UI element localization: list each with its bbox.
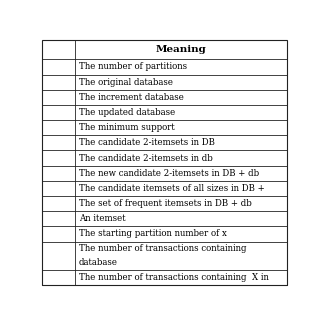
Text: The minimum support: The minimum support — [79, 123, 175, 132]
Text: The candidate itemsets of all sizes in DB +: The candidate itemsets of all sizes in D… — [79, 184, 265, 193]
Text: The new candidate 2-itemsets in DB + db: The new candidate 2-itemsets in DB + db — [79, 169, 259, 178]
Text: The number of partitions: The number of partitions — [79, 62, 187, 71]
Text: The original database: The original database — [79, 78, 173, 87]
Text: Meaning: Meaning — [156, 45, 206, 54]
Text: The number of transactions containing  X in: The number of transactions containing X … — [79, 273, 269, 282]
Text: The updated database: The updated database — [79, 108, 175, 117]
Text: The number of transactions containing: The number of transactions containing — [79, 244, 247, 253]
Text: The starting partition number of x: The starting partition number of x — [79, 229, 227, 238]
Text: An itemset: An itemset — [79, 214, 126, 223]
Text: The candidate 2-itemsets in DB: The candidate 2-itemsets in DB — [79, 138, 215, 148]
Text: The candidate 2-itemsets in db: The candidate 2-itemsets in db — [79, 154, 213, 163]
Text: database: database — [79, 258, 118, 268]
Text: The set of frequent itemsets in DB + db: The set of frequent itemsets in DB + db — [79, 199, 252, 208]
Text: The increment database: The increment database — [79, 93, 184, 102]
